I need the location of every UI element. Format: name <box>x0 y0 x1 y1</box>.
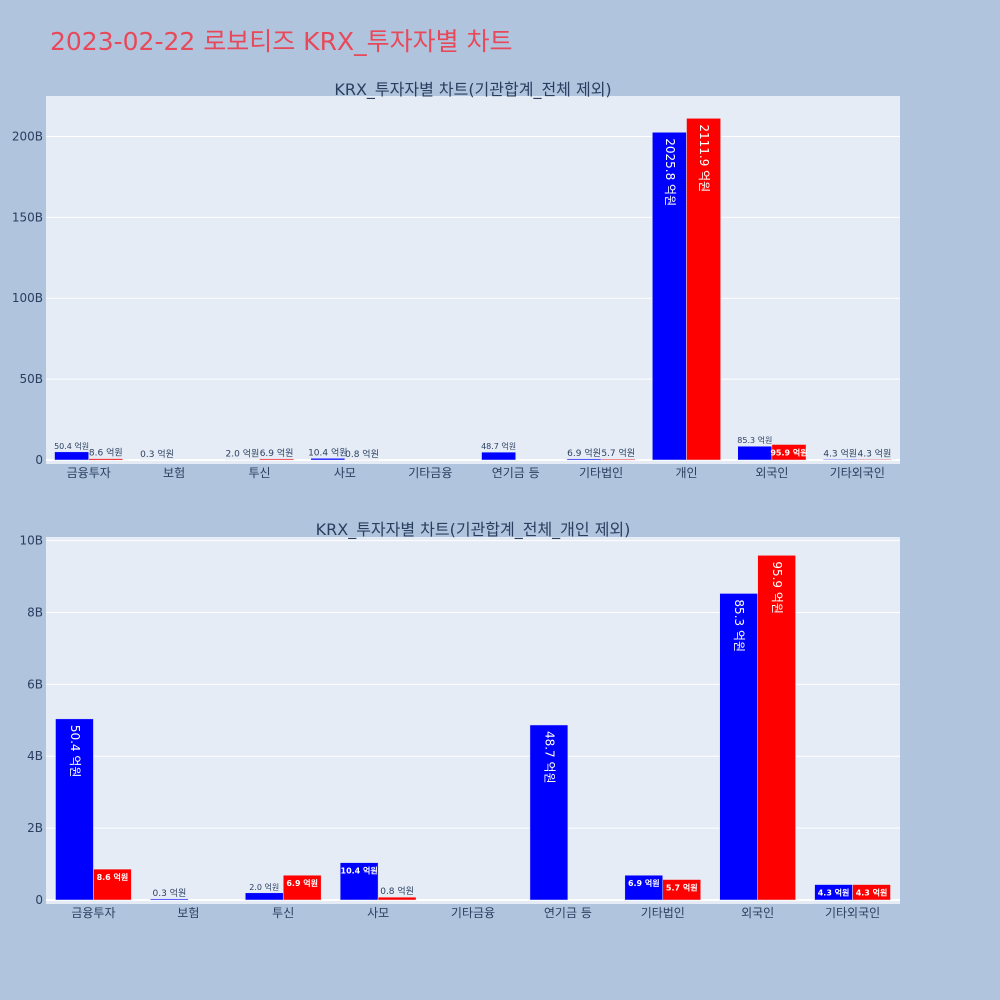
data-label: 0.8 억원 <box>345 448 379 460</box>
x-tick-label: 연기금 등 <box>544 906 592 920</box>
bar <box>377 896 417 901</box>
bar <box>54 451 89 461</box>
data-label: 50.4 억원 <box>68 725 82 778</box>
chart-title: KRX_투자자별 차트(기관합계_전체_개인 제외) <box>316 520 631 540</box>
x-tick-label: 사모 <box>334 466 356 480</box>
data-label: 2025.8 억원 <box>663 138 677 206</box>
y-tick-label: 0 <box>35 893 43 907</box>
bar <box>771 444 807 461</box>
x-tick-label: 기타금융 <box>408 466 452 480</box>
x-tick-label: 외국인 <box>741 906 774 920</box>
x-tick-label: 투신 <box>248 466 270 480</box>
x-tick-label: 보험 <box>177 906 199 920</box>
x-tick-label: 기타외국인 <box>830 466 885 480</box>
data-label: 2111.9 억원 <box>697 124 711 192</box>
data-label: 4.3 억원 <box>856 888 888 898</box>
data-label: 5.7 억원 <box>666 883 698 893</box>
data-label: 5.7 억원 <box>601 447 635 459</box>
y-tick-label: 2B <box>27 821 43 835</box>
bar <box>624 874 664 901</box>
data-label: 48.7 억원 <box>542 731 556 784</box>
y-tick-label: 100B <box>12 291 43 305</box>
x-tick-label: 사모 <box>367 906 389 920</box>
chart-panel-2: 0 2B 4B 6B 8B 10B KRX_투자자별 차트(기관합계_전체_개인 제외) 금융… <box>19 520 900 920</box>
x-tick-label: 기타외국인 <box>825 906 880 920</box>
bar <box>282 874 322 901</box>
bar <box>245 892 284 901</box>
y-tick-label: 6B <box>27 677 43 691</box>
bar <box>55 718 94 901</box>
bar <box>652 132 687 461</box>
data-label: 8.6 억원 <box>89 447 123 459</box>
data-label: 10.4 억원 <box>308 446 347 458</box>
data-label: 0.3 억원 <box>152 887 186 899</box>
page-title: 2023-02-22 로보티즈 KRX_투자자별 차트 <box>50 27 513 56</box>
bar <box>852 884 891 901</box>
y-tick-label: 200B <box>12 129 43 143</box>
bar <box>719 593 758 901</box>
x-tick-label: 투신 <box>272 906 294 920</box>
x-tick-label: 기타법인 <box>641 906 685 920</box>
bar <box>88 458 124 461</box>
data-label: 2.0 억원 <box>226 448 260 460</box>
bar <box>857 459 892 461</box>
data-label: 48.7 억원 <box>481 441 516 451</box>
data-label: 8.6 억원 <box>97 872 129 882</box>
data-label: 85.3 억원 <box>732 599 746 652</box>
bar <box>737 445 773 461</box>
bar <box>339 862 379 901</box>
data-label: 4.3 억원 <box>858 447 892 459</box>
data-label: 6.9 억원 <box>567 447 601 459</box>
chart-title: KRX_투자자별 차트(기관합계_전체 제외) <box>334 80 611 100</box>
bar <box>566 458 602 461</box>
bar <box>529 724 569 901</box>
x-tick-label: 보험 <box>163 466 185 480</box>
bar <box>150 898 189 901</box>
data-label: 0.8 억원 <box>380 885 414 897</box>
bar <box>822 459 858 461</box>
x-tick-label: 금융투자 <box>71 906 115 920</box>
bar <box>93 868 132 901</box>
y-tick-label: 8B <box>27 605 43 619</box>
x-tick-label: 외국인 <box>755 466 788 480</box>
y-tick-label: 4B <box>27 749 43 763</box>
bar <box>686 118 721 461</box>
bar <box>600 458 636 461</box>
x-tick-label: 기타금융 <box>451 906 495 920</box>
data-label: 10.4 억원 <box>341 866 378 876</box>
bar <box>757 555 796 901</box>
bar <box>481 451 516 461</box>
data-label: 0.3 억원 <box>140 448 174 460</box>
data-label: 95.9 억원 <box>770 447 807 457</box>
data-label: 6.9 억원 <box>628 878 660 888</box>
chart-panel-1: 0 50B 100B 150B 200B KRX_투자자별 차트(기관합계_전체 제외) 금… <box>12 80 900 480</box>
y-tick-label: 150B <box>12 210 43 224</box>
plot-area <box>46 96 900 464</box>
y-tick-label: 10B <box>19 534 43 548</box>
data-label: 85.3 억원 <box>737 435 772 445</box>
data-label: 95.9 억원 <box>770 561 784 614</box>
x-tick-label: 개인 <box>675 466 697 480</box>
x-tick-label: 연기금 등 <box>492 466 540 480</box>
data-label: 2.0 억원 <box>249 882 279 892</box>
data-label: 6.9 억원 <box>286 878 318 888</box>
data-label: 4.3 억원 <box>823 447 857 459</box>
bar <box>310 458 346 461</box>
bar <box>259 458 294 461</box>
x-tick-label: 기타법인 <box>579 466 623 480</box>
y-tick-label: 50B <box>19 372 43 386</box>
y-tick-label: 0 <box>35 453 43 467</box>
data-label: 4.3 억원 <box>818 888 850 898</box>
bar <box>662 879 701 901</box>
data-label: 6.9 억원 <box>260 447 294 459</box>
x-tick-label: 금융투자 <box>67 466 111 480</box>
data-label: 50.4 억원 <box>54 441 89 451</box>
